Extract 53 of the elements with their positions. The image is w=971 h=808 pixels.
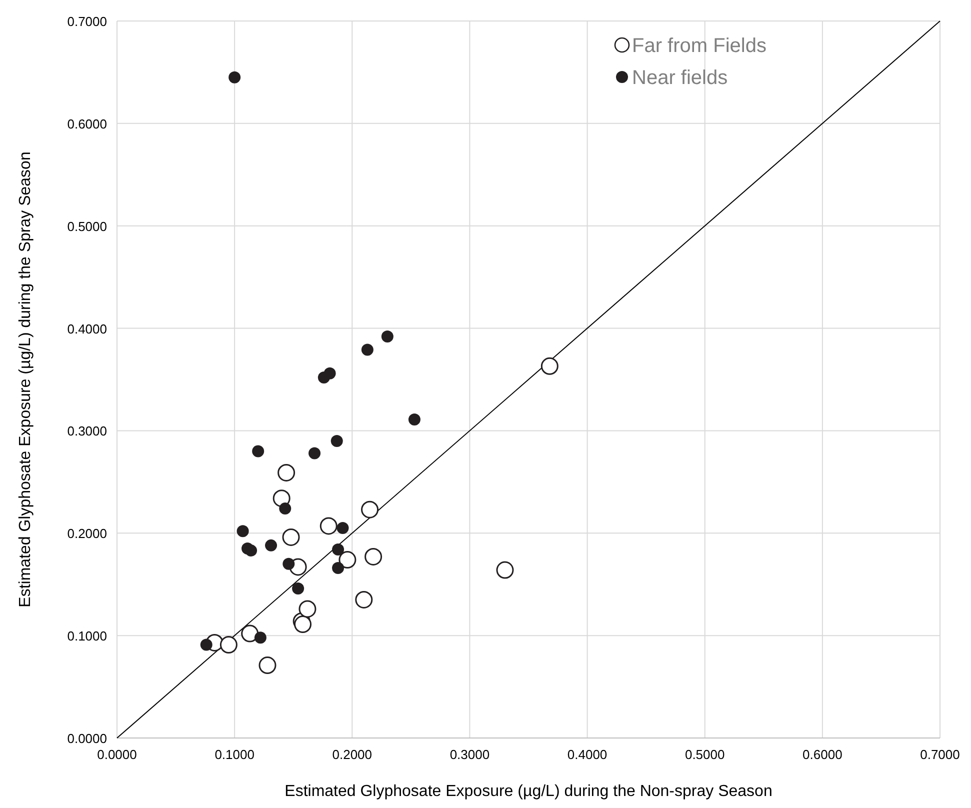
point bbox=[282, 528, 300, 546]
x-tick-label: 0.2000 bbox=[332, 747, 372, 762]
point bbox=[308, 447, 321, 460]
point bbox=[252, 445, 264, 458]
point bbox=[324, 367, 336, 380]
point bbox=[220, 636, 238, 654]
x-tick-label: 0.6000 bbox=[802, 747, 842, 762]
x-tick-label: 0.0000 bbox=[97, 747, 137, 762]
point bbox=[336, 522, 349, 534]
point bbox=[228, 71, 241, 84]
point bbox=[298, 600, 316, 618]
y-tick-label: 0.6000 bbox=[67, 116, 107, 132]
point bbox=[200, 638, 212, 651]
point bbox=[381, 330, 394, 342]
legend-label: Far from Fields bbox=[632, 35, 766, 57]
x-tick-label: 0.1000 bbox=[214, 747, 254, 762]
point bbox=[364, 548, 382, 566]
y-tick-label: 0.4000 bbox=[67, 321, 107, 336]
point bbox=[236, 525, 249, 538]
point bbox=[355, 590, 373, 608]
point bbox=[279, 502, 292, 515]
legend-label: Near fields bbox=[632, 67, 728, 89]
point bbox=[241, 624, 259, 642]
point bbox=[245, 544, 258, 557]
x-tick-label: 0.5000 bbox=[684, 747, 725, 762]
y-tick-label: 0.0000 bbox=[67, 731, 107, 746]
x-tick-label: 0.4000 bbox=[567, 747, 608, 762]
y-tick-label: 0.5000 bbox=[67, 218, 107, 234]
point bbox=[330, 434, 343, 447]
point bbox=[361, 344, 374, 356]
point bbox=[540, 357, 558, 375]
point bbox=[292, 582, 304, 594]
point bbox=[332, 562, 344, 574]
point bbox=[258, 656, 276, 674]
point bbox=[361, 500, 379, 518]
point bbox=[320, 517, 338, 535]
y-tick-label: 0.3000 bbox=[67, 424, 107, 439]
y-tick-label: 0.1000 bbox=[67, 628, 107, 644]
y-tick-label: 0.7000 bbox=[67, 14, 107, 29]
point bbox=[338, 551, 356, 569]
point bbox=[265, 539, 278, 552]
x-tick-label: 0.7000 bbox=[920, 747, 960, 762]
x-axis-title: Estimated Glyphosate Exposure (µg/L) during the Non-spray Season bbox=[284, 783, 772, 800]
x-tick-label: 0.3000 bbox=[450, 747, 490, 762]
point bbox=[294, 616, 312, 634]
point bbox=[408, 413, 420, 426]
point bbox=[254, 632, 266, 644]
y-tick-label: 0.2000 bbox=[67, 526, 107, 542]
point bbox=[278, 464, 296, 482]
y-axis-title: Estimated Glyphosate Exposure (µg/L) during the Spray Season bbox=[17, 152, 34, 608]
point bbox=[332, 544, 344, 556]
point bbox=[282, 558, 295, 570]
point bbox=[496, 561, 514, 579]
